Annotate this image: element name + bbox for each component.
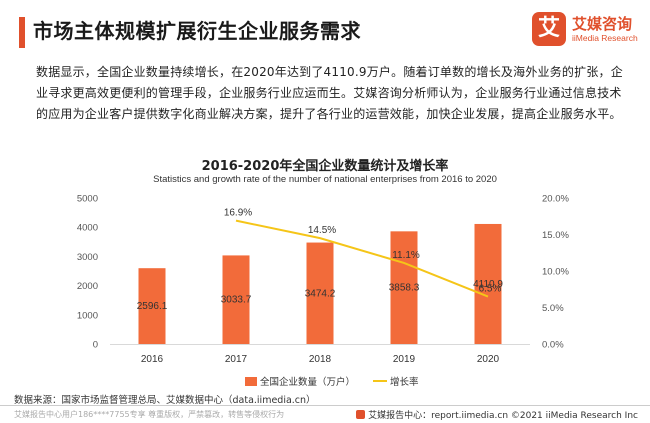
legend-item-line: 增长率 <box>373 374 419 388</box>
bar-data-label: 4110.9 <box>473 279 503 290</box>
bar-data-label: 2596.1 <box>137 301 168 312</box>
legend-item-bar: 全国企业数量（万户） <box>245 374 355 388</box>
legend-line-swatch <box>373 380 387 382</box>
bar-data-label: 3858.3 <box>389 283 420 294</box>
x-axis-tick-label: 2016 <box>141 354 164 365</box>
left-axis-tick-label: 4000 <box>77 223 98 234</box>
right-axis-tick-label: 15.0% <box>542 230 569 241</box>
chart-title: 2016-2020年全国企业数量统计及增长率 <box>201 159 449 174</box>
bar-2017 <box>222 255 250 344</box>
body-paragraph: 数据显示，全国企业数量持续增长，在2020年达到了4110.9万户。随着订单数的… <box>36 65 623 121</box>
left-axis-tick-label: 5000 <box>77 194 98 205</box>
growth-rate-data-label: 14.5% <box>308 225 336 236</box>
bar-2016 <box>138 268 166 344</box>
bar-data-label: 3474.2 <box>305 288 336 299</box>
logo-en-text: iiMedia Research <box>572 33 638 43</box>
right-axis-tick-label: 10.0% <box>542 267 569 278</box>
logo-cn-text: 艾媒咨询 <box>572 15 633 33</box>
footer-divider <box>0 405 650 406</box>
left-axis-tick-label: 1000 <box>77 310 98 321</box>
legend-bar-label: 全国企业数量（万户） <box>260 377 356 388</box>
footer-site: 艾媒报告中心：report.iimedia.cn ©2021 iiMedia R… <box>356 408 638 421</box>
footer-site-text: 艾媒报告中心：report.iimedia.cn ©2021 iiMedia R… <box>368 411 638 421</box>
right-axis-tick-label: 0.0% <box>542 340 564 351</box>
footer-copyright-notice: 艾媒报告中心用户186****7755专享 尊重版权，严禁篡改，转售等侵权行为 <box>14 410 285 419</box>
x-axis-tick-label: 2020 <box>477 354 500 365</box>
right-axis-tick-label: 5.0% <box>542 303 564 314</box>
bar-2018 <box>306 242 334 344</box>
logo-mark-icon: 艾 <box>532 12 566 46</box>
bar-data-label: 3033.7 <box>221 295 252 306</box>
growth-rate-data-label: 11.1% <box>392 250 420 261</box>
left-axis-tick-label: 3000 <box>77 252 98 263</box>
growth-rate-data-label: 16.9% <box>224 208 252 219</box>
iimedia-logo: 艾 艾媒咨询 iiMedia Research <box>532 10 642 52</box>
legend-line-label: 增长率 <box>390 377 419 388</box>
title-accent-bar <box>19 17 25 48</box>
page-title: 市场主体规模扩展衍生企业服务需求 <box>33 19 361 43</box>
report-center-icon <box>356 410 366 419</box>
left-axis-tick-label: 2000 <box>77 281 98 292</box>
data-source: 数据来源：国家市场监督管理总局、艾媒数据中心（data.iimedia.cn） <box>14 395 316 406</box>
x-axis-tick-label: 2019 <box>393 354 416 365</box>
chart-subtitle: Statistics and growth rate of the number… <box>153 174 497 185</box>
growth-rate-line <box>235 219 489 298</box>
bar-2019 <box>390 231 418 344</box>
growth-rate-data-label: 6.5% <box>479 284 502 295</box>
legend-bar-swatch <box>245 377 257 386</box>
x-axis-tick-label: 2018 <box>309 354 332 365</box>
x-axis-tick-label: 2017 <box>225 354 248 365</box>
left-axis-tick-label: 0 <box>93 340 98 351</box>
right-axis-tick-label: 20.0% <box>542 194 569 205</box>
bar-2020 <box>474 223 502 344</box>
